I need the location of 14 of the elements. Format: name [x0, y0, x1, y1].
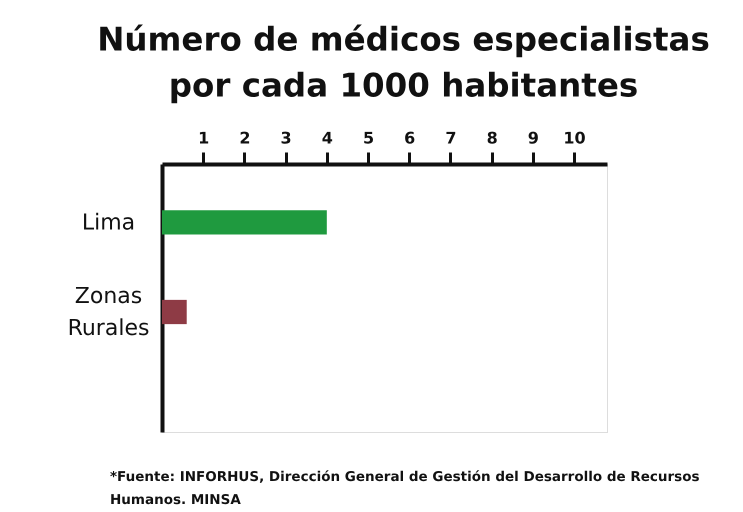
text: *Fuente: INFORHUS, Dirección General de Gestión del Desarrollo de Recursos Humanos. MINSA: [110, 469, 700, 508]
x-tick-label: 3: [280, 128, 292, 148]
y-tick-label: Zonas Rurales: [68, 284, 150, 341]
x-tick-label: 4: [322, 128, 333, 148]
x-tick-label: 9: [528, 128, 539, 148]
x-tick-label: 8: [486, 128, 498, 148]
x-tick-label: 5: [362, 128, 374, 148]
x-tick-label: 6: [404, 128, 416, 148]
x-tick-label: 2: [239, 128, 250, 148]
x-tick-label: 1: [198, 128, 210, 148]
chart-title: Número de médicos especialistas por cada 1000 habitantes: [97, 20, 710, 104]
x-tick-label: 7: [445, 128, 456, 148]
y-tick-label: Lima: [82, 210, 136, 236]
x-tick-label: 10: [563, 128, 586, 148]
